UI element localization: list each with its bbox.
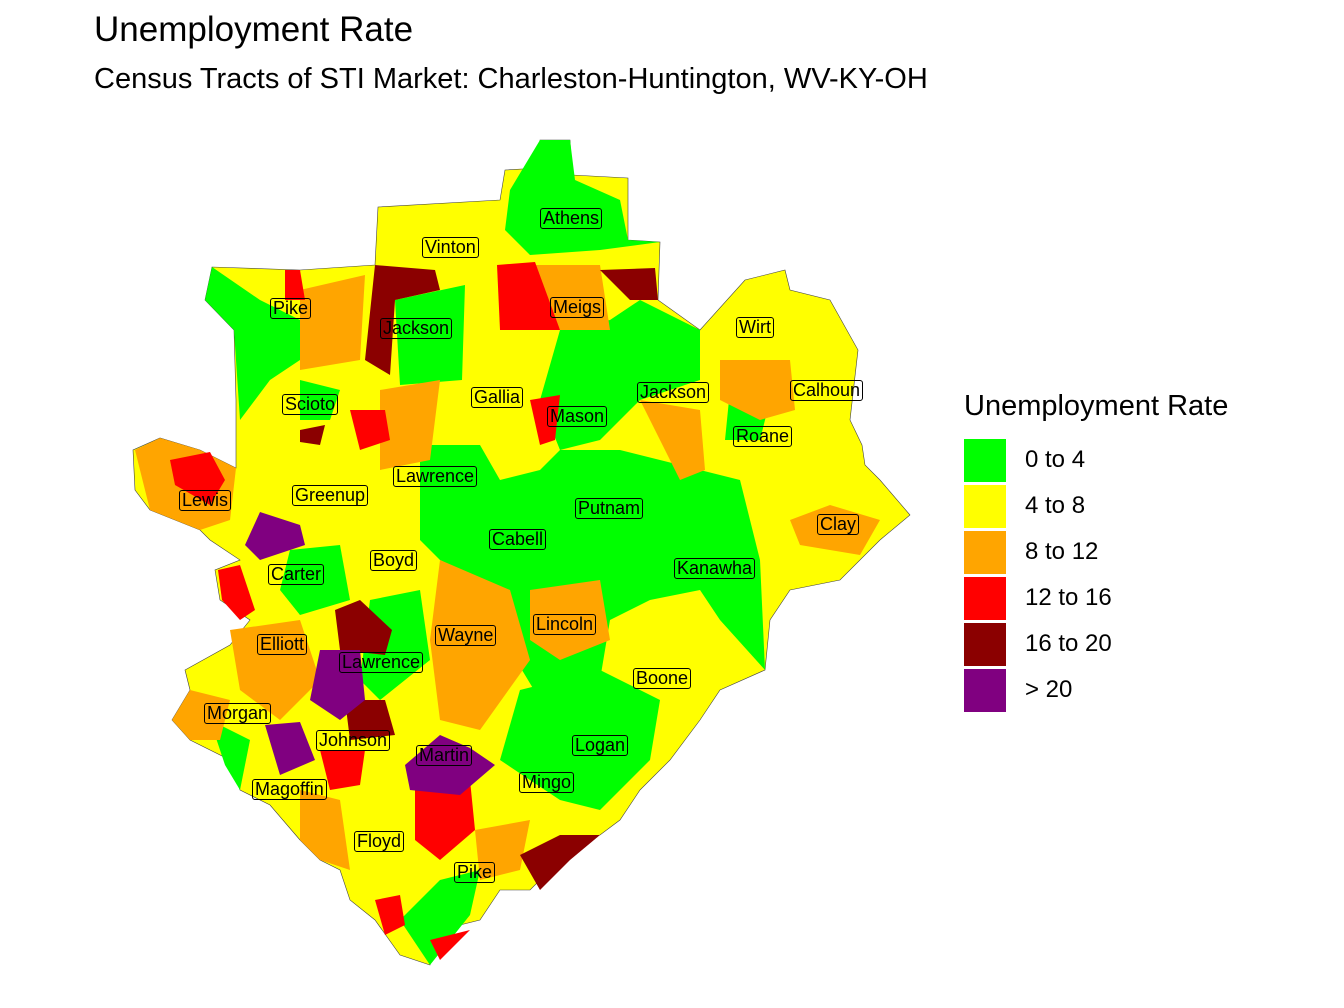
county-label: Johnson — [316, 730, 391, 751]
tract-green — [505, 140, 660, 255]
county-label: Scioto — [282, 394, 339, 415]
tract-orange — [640, 400, 705, 480]
county-label: Logan — [572, 735, 629, 756]
legend-label: 12 to 16 — [1025, 584, 1112, 611]
tract-orange — [300, 275, 365, 370]
county-label: Lawrence — [393, 466, 478, 487]
county-label: Gallia — [471, 387, 524, 408]
legend-label: 0 to 4 — [1025, 446, 1086, 473]
tract-green — [280, 545, 350, 615]
tract-red — [530, 395, 560, 445]
county-label: Lawrence — [339, 652, 424, 673]
tract-purple — [265, 722, 315, 775]
county-label: Athens — [540, 208, 603, 229]
tract-orange — [380, 380, 440, 470]
county-label: Pike — [270, 298, 312, 319]
tract-orange — [720, 360, 795, 420]
legend-title: Unemployment Rate — [964, 390, 1229, 422]
legend: Unemployment Rate 0 to 4 4 to 8 8 to 12 12 … — [964, 390, 1228, 713]
tract-green — [540, 300, 700, 450]
map-title: Unemployment Rate — [94, 10, 414, 49]
tract-orange — [530, 580, 610, 660]
tract-red — [430, 920, 480, 960]
legend-swatch — [964, 668, 1006, 712]
tract-green — [395, 285, 465, 385]
tract-red — [375, 895, 405, 935]
tract-red — [285, 270, 305, 300]
tract-red — [350, 410, 390, 450]
county-label: Boyd — [370, 550, 418, 571]
tract-orange — [475, 820, 530, 880]
county-label: Putnam — [575, 498, 644, 519]
tract-darkred — [300, 425, 325, 445]
legend-swatch — [964, 576, 1006, 620]
county-label: Jackson — [380, 318, 453, 339]
county-label: Pike — [454, 862, 496, 883]
tract-red — [218, 565, 255, 620]
county-label: Boone — [633, 668, 692, 689]
county-label: Meigs — [550, 297, 605, 318]
tract-darkred — [520, 835, 600, 890]
legend-label: 16 to 20 — [1025, 630, 1112, 657]
legend-item: > 20 — [964, 667, 1228, 713]
tract-purple — [310, 650, 365, 720]
tract-darkred — [600, 268, 658, 300]
legend-item: 16 to 20 — [964, 621, 1228, 667]
legend-label: 8 to 12 — [1025, 538, 1099, 565]
county-label: Floyd — [354, 831, 405, 852]
tract-orange — [230, 620, 320, 720]
county-label: Lincoln — [533, 614, 597, 635]
legend-item: 0 to 4 — [964, 437, 1228, 483]
legend-item: 12 to 16 — [964, 575, 1228, 621]
tract-orange — [300, 790, 350, 870]
tract-green — [300, 380, 340, 420]
county-label: Wirt — [736, 317, 774, 338]
tract-green — [400, 870, 480, 965]
county-label: Jackson — [637, 382, 710, 403]
county-label: Martin — [416, 745, 473, 766]
legend-swatch — [964, 484, 1006, 528]
county-label: Clay — [817, 514, 860, 535]
county-label: Mingo — [519, 772, 575, 793]
legend-swatch — [964, 438, 1006, 482]
county-label: Wayne — [435, 625, 497, 646]
map-subtitle: Census Tracts of STI Market: Charleston-… — [94, 63, 928, 95]
county-label: Greenup — [292, 485, 369, 506]
county-label: Vinton — [422, 237, 479, 258]
county-label: Morgan — [204, 703, 272, 724]
legend-label: > 20 — [1025, 676, 1073, 703]
tract-green — [205, 267, 300, 420]
county-label: Mason — [547, 406, 608, 427]
tract-red — [170, 452, 225, 505]
tract-darkred — [365, 265, 440, 375]
tract-orange — [790, 505, 880, 555]
tract-purple — [245, 512, 305, 560]
legend-label: 4 to 8 — [1025, 492, 1086, 519]
legend-swatch — [964, 530, 1006, 574]
county-label: Kanawha — [674, 558, 756, 579]
tract-darkred — [335, 600, 392, 655]
county-label: Cabell — [489, 529, 547, 550]
legend-swatch — [964, 622, 1006, 666]
county-label: Calhoun — [790, 380, 864, 401]
county-label: Roane — [733, 426, 793, 447]
tract-red — [320, 750, 365, 790]
legend-item: 4 to 8 — [964, 483, 1228, 529]
tract-green — [500, 670, 660, 810]
legend-item: 8 to 12 — [964, 529, 1228, 575]
tract-red — [497, 262, 560, 330]
county-label: Magoffin — [252, 779, 327, 800]
county-label: Carter — [268, 564, 325, 585]
county-label: Lewis — [179, 490, 232, 511]
tract-orange — [172, 690, 230, 740]
tract-red — [415, 780, 475, 860]
county-label: Elliott — [257, 634, 308, 655]
